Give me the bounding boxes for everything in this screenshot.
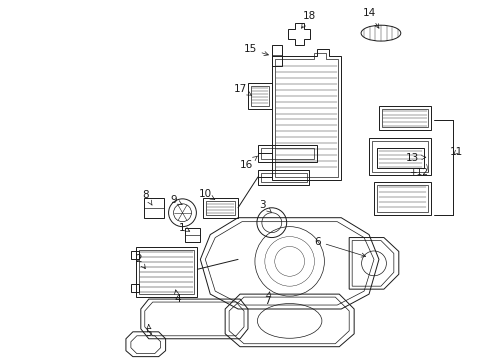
Text: 3: 3 bbox=[260, 200, 271, 212]
Text: 9: 9 bbox=[170, 195, 182, 205]
Text: 6: 6 bbox=[314, 237, 366, 257]
Text: 16: 16 bbox=[240, 156, 258, 170]
Text: 18: 18 bbox=[301, 11, 316, 28]
Text: 7: 7 bbox=[265, 292, 271, 306]
Text: 13: 13 bbox=[406, 153, 426, 163]
Text: 15: 15 bbox=[244, 44, 269, 55]
Text: 8: 8 bbox=[143, 190, 152, 205]
Text: 10: 10 bbox=[199, 189, 215, 199]
Text: 2: 2 bbox=[136, 255, 146, 269]
Text: 11: 11 bbox=[450, 147, 463, 157]
Text: 4: 4 bbox=[174, 290, 181, 304]
Text: 5: 5 bbox=[146, 325, 152, 338]
Text: +12: +12 bbox=[409, 167, 428, 176]
Text: 1: 1 bbox=[179, 222, 190, 233]
Text: 17: 17 bbox=[233, 84, 252, 96]
Text: 14: 14 bbox=[363, 8, 379, 28]
